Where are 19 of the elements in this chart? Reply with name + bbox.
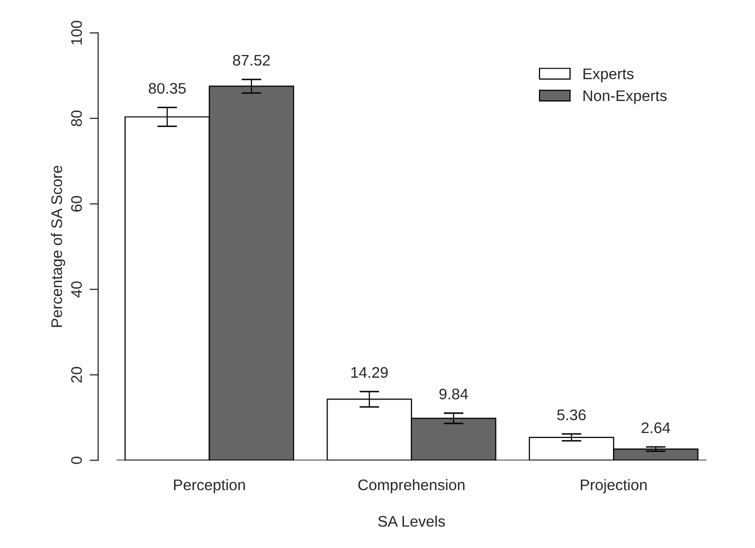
x-tick-label: Perception	[174, 479, 245, 494]
data-label: 9.84	[439, 388, 468, 400]
x-axis-title: SA Levels	[378, 516, 445, 527]
data-label: 5.36	[557, 409, 586, 420]
data-label: 2.64	[642, 422, 670, 434]
y-tick-label: 40	[71, 281, 82, 298]
y-tick-label: 20	[71, 366, 82, 383]
data-label: 14.29	[351, 367, 388, 378]
legend-label: Non-Experts	[584, 90, 667, 104]
y-tick-label: 60	[71, 196, 82, 212]
y-tick-label: 0	[71, 456, 82, 464]
x-tick-label: Comprehension	[358, 479, 464, 494]
data-label: 87.52	[232, 54, 270, 66]
x-tick-label: Projection	[580, 479, 647, 494]
data-label: 80.35	[148, 82, 186, 94]
y-tick-label: 100	[71, 20, 82, 44]
y-axis-title: Percentage of SA Score	[50, 166, 66, 327]
legend-label: Experts	[584, 68, 634, 82]
y-tick-label: 80	[71, 110, 82, 126]
